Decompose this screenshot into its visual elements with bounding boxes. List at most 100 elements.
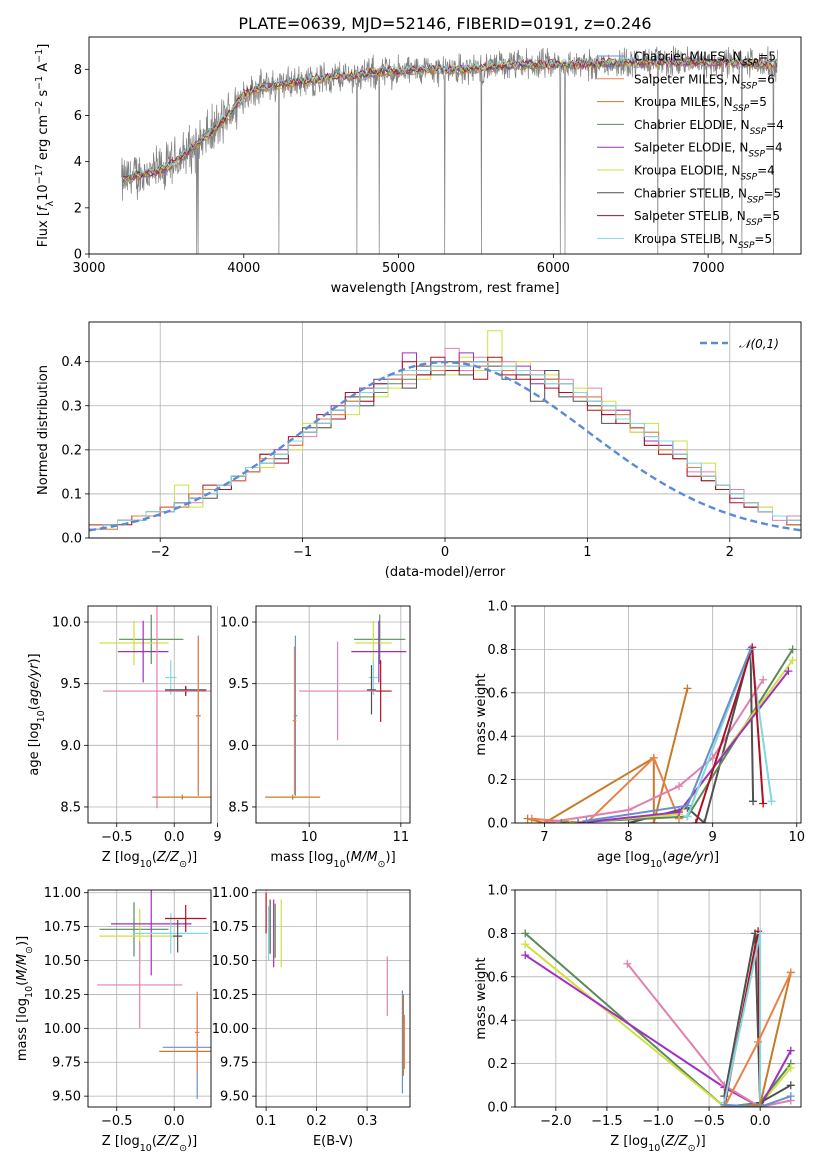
plot-frame (87, 889, 212, 1108)
weight-marker (582, 816, 591, 823)
y-tick-label: 10.00 (44, 1022, 81, 1037)
x-tick-label: 9 (709, 830, 717, 845)
errorbar-point (354, 614, 406, 664)
weight-marker (649, 819, 658, 823)
plot-frame (88, 321, 802, 539)
weight-marker (746, 645, 755, 654)
y-tick-label: 0.2 (61, 443, 82, 458)
errorbar-point (173, 919, 183, 953)
y-tick-label: 9.0 (228, 739, 249, 754)
errorbar-point (152, 794, 211, 800)
legend-label: Chabrier ELODIE, NSSP=4 (634, 118, 784, 137)
legend-label: 𝒩(0,1) (739, 337, 779, 351)
weight-marker (540, 819, 549, 823)
y-axis-label: mass [log10(M/M⊙)] (15, 936, 35, 1061)
plot-layer: 3000 4000 5000 6000 7000 0 2 4 6 8 wavelength [Ang… (15, 36, 806, 1154)
x-tick-label: 0.1 (256, 1114, 277, 1129)
errorbar-point (119, 614, 184, 664)
x-tick-label: 10 (301, 830, 318, 845)
spectrum-model-line (122, 55, 778, 181)
y-tick-label: 11.00 (44, 886, 81, 901)
axes-mass-vs-EBV: 0.1 0.2 0.3 9.50 9.75 10.00 10.25 10.50 10.75 11.… (212, 886, 411, 1149)
y-tick-label: 10.75 (212, 920, 249, 935)
y-tick-label: 10.50 (212, 954, 249, 969)
legend-label: Salpeter MILES, NSSP=6 (634, 72, 775, 91)
y-tick-label: 9.75 (220, 1056, 249, 1071)
x-tick-label: 8 (624, 830, 632, 845)
x-tick-label: −0.5 (101, 830, 133, 845)
y-tick-label: 0.4 (61, 355, 82, 370)
x-tick-label: 2 (726, 545, 734, 560)
x-tick-label: 5000 (382, 261, 415, 276)
y-tick-label: 9.0 (60, 739, 81, 754)
x-tick-label: −1.5 (591, 1114, 623, 1129)
x-tick-label: 10 (789, 830, 806, 845)
y-tick-label: 6 (74, 109, 82, 124)
plot-area-spectrum (121, 45, 778, 254)
x-axis-label: Z [log10(Z/Z⊙)] (102, 1134, 197, 1154)
y-tick-label: 9.5 (60, 677, 81, 692)
normal-curve (89, 360, 801, 532)
y-tick-label: 0.3 (61, 399, 82, 414)
y-tick-label: 1.0 (487, 884, 508, 899)
weight-marker (700, 819, 709, 823)
y-tick-label: 1.0 (487, 600, 508, 615)
x-tick-label: −1.0 (642, 1114, 674, 1129)
errorbar-point (132, 913, 209, 954)
axes-residual-histogram: −2 −1 0 1 2 0.0 0.1 0.2 0.3 0.4 (data-model)/error… (36, 321, 802, 580)
x-tick-label: 0.2 (306, 1114, 327, 1129)
x-axis-label: E(B-V) (313, 1134, 353, 1149)
weight-marker (675, 782, 684, 791)
weight-marker (759, 675, 768, 684)
y-axis-label: Flux [fλ10−17 erg cm−2 s−1 A−1] (34, 44, 56, 248)
x-tick-label: 0.0 (164, 1114, 185, 1129)
x-tick-label: −0.5 (693, 1114, 725, 1129)
x-tick-label: −1 (293, 545, 312, 560)
weight-marker (521, 929, 530, 938)
y-tick-label: 9.50 (52, 1090, 81, 1105)
y-tick-label: 9.50 (220, 1090, 249, 1105)
weight-marker (788, 656, 797, 665)
x-axis-label: mass [log10(M/M⊙)] (270, 850, 395, 870)
errorbar-point (99, 902, 169, 957)
y-tick-label: 8.5 (60, 800, 81, 815)
weight-marker (786, 1063, 795, 1072)
x-axis-label: Z [log10(Z/Z⊙)] (102, 850, 197, 870)
y-tick-label: 10.50 (44, 954, 81, 969)
axes-spectrum: 3000 4000 5000 6000 7000 0 2 4 6 8 wavelength [Ang… (34, 36, 802, 296)
y-tick-label: 0.8 (487, 643, 508, 658)
axes-age-vs-mass: 9 10 11 8.5 9.0 9.5 10.0 mass [log10(M/M⊙)] (213, 605, 411, 870)
x-tick-label: 0.0 (164, 830, 185, 845)
x-tick-label: 0 (441, 545, 449, 560)
x-tick-label: 1 (583, 545, 591, 560)
weight-marker (756, 929, 765, 938)
weight-marker (557, 819, 566, 823)
weight-marker (786, 1081, 795, 1090)
x-axis-label: (data-model)/error (385, 565, 506, 580)
errorbar-point (110, 890, 192, 976)
y-tick-label: 4 (74, 155, 82, 170)
weight-marker (788, 645, 797, 654)
y-tick-label: 10.25 (44, 988, 81, 1003)
weight-marker (756, 1103, 765, 1107)
x-tick-label: −2.0 (540, 1114, 572, 1129)
weight-marker (624, 805, 633, 814)
y-tick-label: 0.4 (487, 1014, 508, 1029)
y-tick-label: 8 (74, 63, 82, 78)
y-axis-label: mass weight (474, 957, 489, 1039)
legend: Chabrier MILES, NSSP=5 Salpeter MILES, NS… (597, 50, 784, 251)
y-tick-label: 0.6 (487, 686, 508, 701)
y-axis-label: age [log10(age/yr)] (27, 653, 47, 775)
weight-line (527, 688, 689, 823)
spectrum-data-line (121, 45, 778, 254)
y-tick-label: 10.25 (212, 988, 249, 1003)
plot-area-residual-histogram (89, 330, 801, 532)
y-tick-label: 0.1 (61, 487, 82, 502)
plot-frame (514, 889, 802, 1108)
x-axis-label: Z [log10(Z/Z⊙)] (610, 1134, 705, 1154)
x-axis-label: wavelength [Angstrom, rest frame] (331, 281, 560, 296)
weight-marker (683, 801, 692, 810)
errorbar-point (117, 620, 169, 683)
x-tick-label: 0.3 (357, 1114, 378, 1129)
legend-label: Chabrier MILES, NSSP=5 (634, 50, 776, 69)
